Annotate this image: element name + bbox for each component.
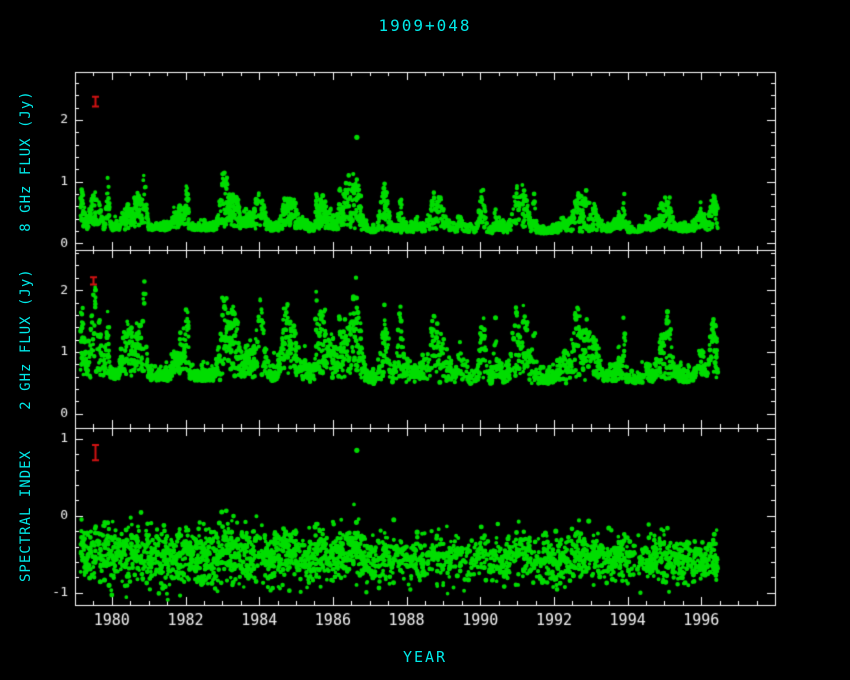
scatter-plot-canvas xyxy=(0,0,850,680)
light-curve-figure: 1909+048 8 GHz FLUX (Jy) 2 GHz FLUX (Jy)… xyxy=(0,0,850,680)
